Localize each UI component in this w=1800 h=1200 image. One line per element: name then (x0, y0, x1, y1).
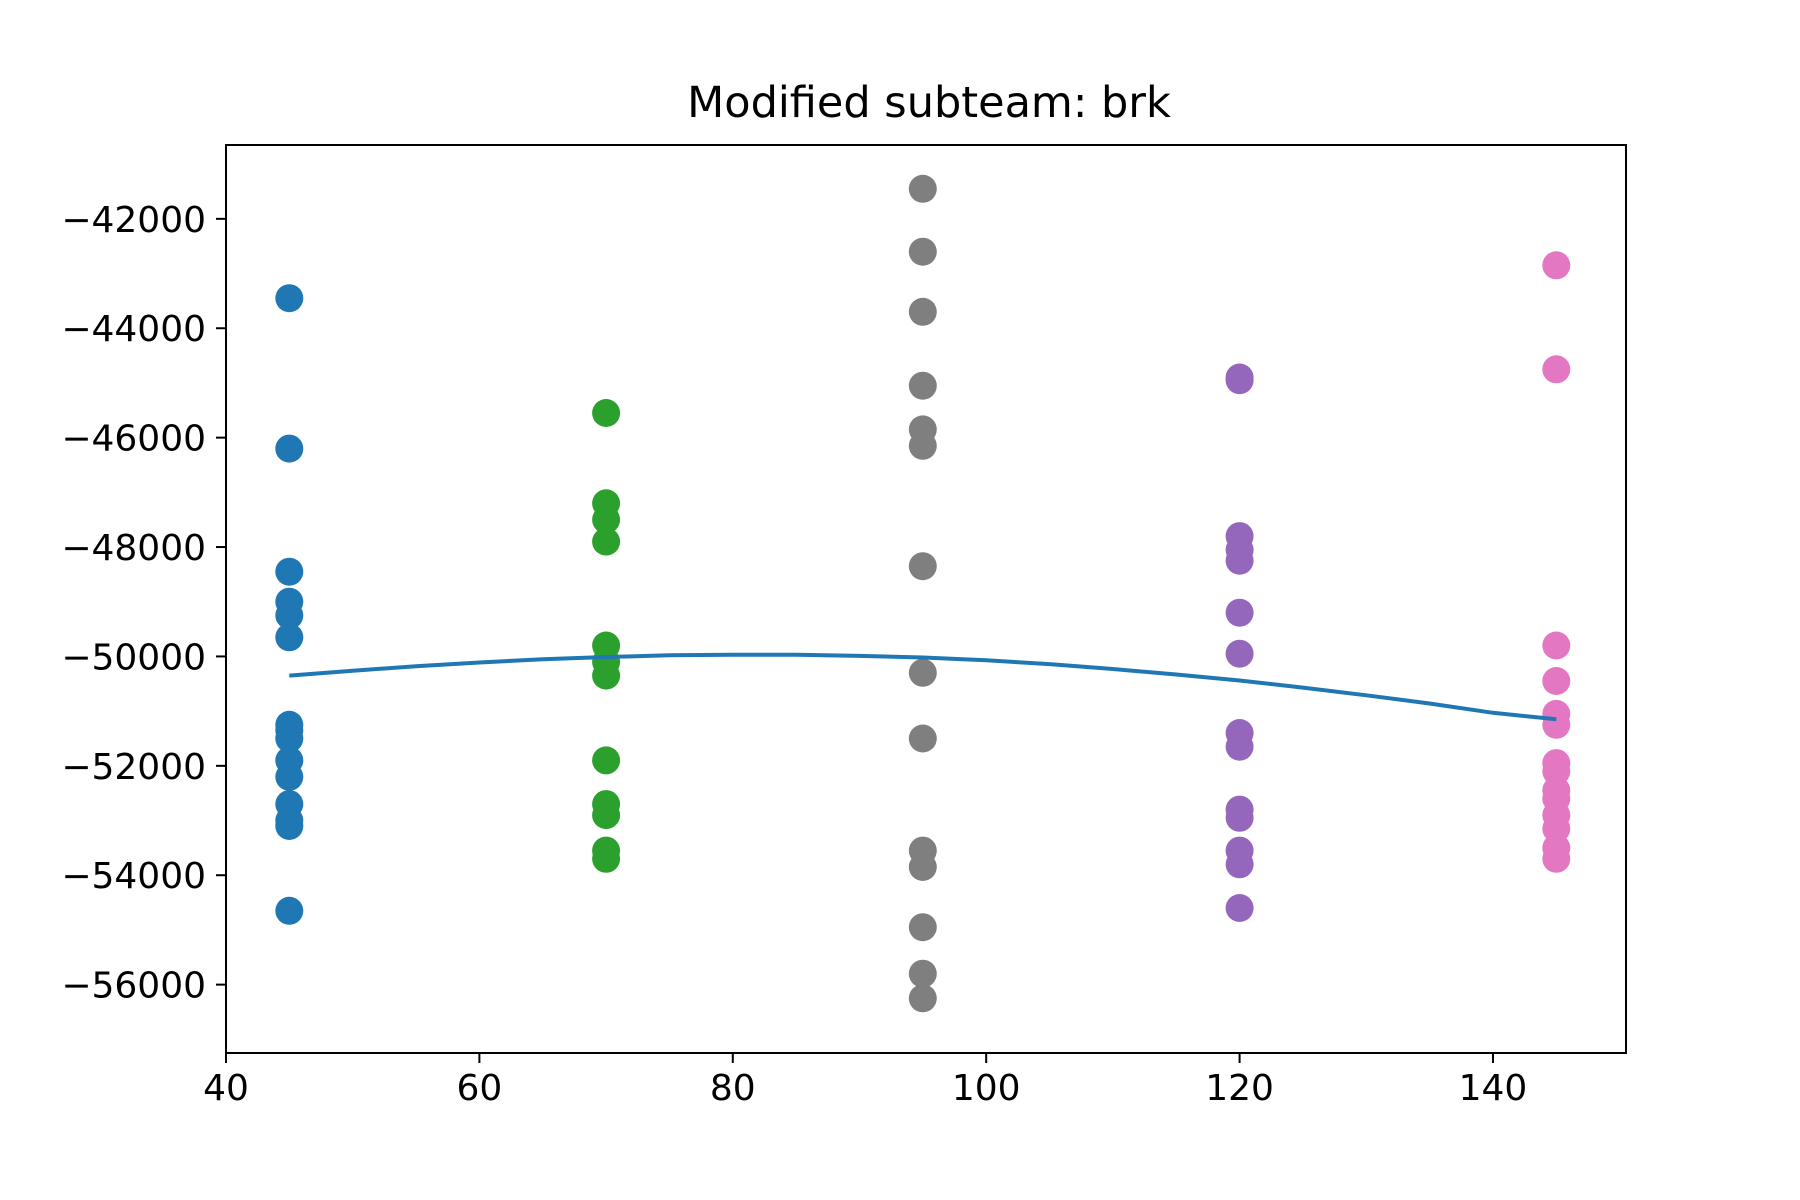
data-point-series-2-3 (908, 371, 937, 400)
data-point-series-2-7 (908, 658, 937, 687)
data-point-series-2-2 (908, 297, 937, 326)
plot-frame (225, 144, 1627, 1054)
data-point-series-3-12 (1225, 850, 1254, 879)
data-point-series-2-8 (908, 724, 937, 753)
data-point-series-2-10 (908, 853, 937, 881)
data-point-series-2-12 (908, 959, 937, 988)
data-point-series-3-6 (1225, 639, 1254, 668)
data-point-series-1-0 (592, 399, 621, 427)
data-point-series-0-0 (275, 284, 304, 313)
data-point-series-4-11 (1542, 814, 1571, 843)
data-point-series-1-7 (592, 746, 621, 775)
data-point-series-3-13 (1225, 894, 1254, 922)
data-point-series-4-5 (1542, 710, 1571, 739)
data-point-series-0-13 (275, 812, 304, 840)
x-tick-label: 80 (710, 1068, 756, 1109)
data-point-series-1-6 (592, 661, 621, 690)
data-point-series-2-6 (908, 552, 937, 581)
data-point-series-2-11 (908, 913, 937, 942)
y-tick-label: −56000 (61, 966, 206, 1007)
y-axis: −42000 −44000 −46000 −48000 −50000 −52000 −540… (61, 200, 226, 1007)
data-point-series-0-4 (275, 601, 304, 630)
y-tick-label: −48000 (61, 528, 206, 569)
fit-line (289, 652, 1557, 722)
data-point-series-3-8 (1225, 732, 1254, 761)
data-point-series-4-2 (1542, 631, 1571, 660)
data-point-series-2-1 (908, 237, 937, 266)
chart-title: Modified subteam: brk (687, 78, 1171, 128)
fit-line-layer (289, 652, 1557, 722)
data-point-series-0-2 (275, 557, 304, 586)
data-point-series-2-5 (908, 431, 937, 460)
x-axis: 40 60 80 100 120 140 (203, 1053, 1527, 1109)
x-tick-label: 60 (456, 1068, 502, 1109)
data-point-series-3-10 (1225, 803, 1254, 832)
x-tick-label: 140 (1459, 1068, 1528, 1109)
data-point-series-0-5 (275, 623, 304, 652)
y-tick-label: −46000 (61, 419, 206, 460)
data-point-series-2-13 (908, 984, 937, 1013)
y-tick-label: −42000 (61, 200, 206, 241)
data-point-series-3-1 (1225, 366, 1254, 395)
data-point-series-3-4 (1225, 546, 1254, 575)
data-point-series-4-1 (1542, 355, 1571, 384)
data-point-series-2-0 (908, 174, 937, 203)
data-point-series-4-13 (1542, 844, 1571, 873)
x-tick-label: 40 (203, 1068, 249, 1109)
y-tick-label: −44000 (61, 309, 206, 350)
x-tick-label: 100 (952, 1068, 1021, 1109)
data-point-series-1-9 (592, 801, 621, 830)
data-point-series-1-11 (592, 844, 621, 873)
data-point-series-3-5 (1225, 598, 1254, 627)
data-point-series-4-3 (1542, 667, 1571, 695)
y-tick-label: −50000 (61, 637, 206, 678)
data-point-series-0-1 (275, 434, 304, 463)
data-point-series-0-10 (275, 762, 304, 791)
data-point-series-1-3 (592, 527, 621, 556)
data-point-series-0-8 (275, 724, 304, 753)
data-point-series-1-2 (592, 505, 621, 534)
y-tick-label: −52000 (61, 747, 206, 788)
y-tick-label: −54000 (61, 856, 206, 897)
data-point-series-4-0 (1542, 251, 1571, 280)
x-tick-label: 120 (1205, 1068, 1274, 1109)
points-layer (275, 174, 1571, 1013)
data-point-series-0-14 (275, 896, 304, 925)
